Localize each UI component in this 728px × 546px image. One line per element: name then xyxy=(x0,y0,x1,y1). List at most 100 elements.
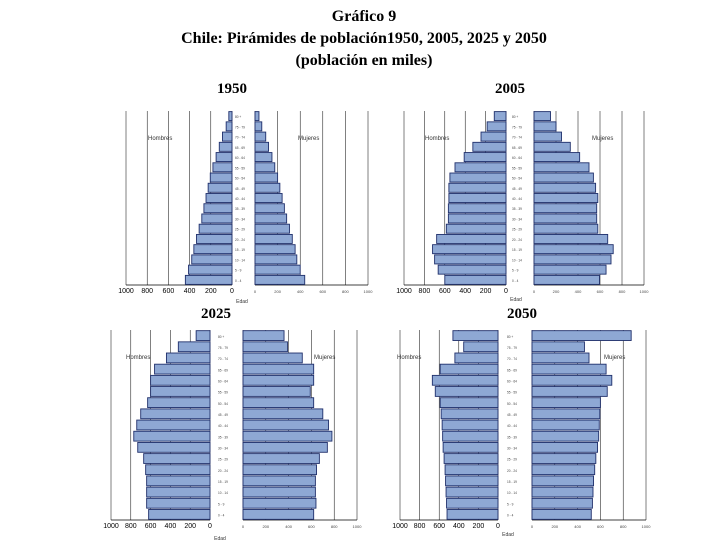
age-group-label: 30 - 34 xyxy=(218,447,228,451)
x-tick-label-left: 400 xyxy=(453,523,465,530)
bar-mujeres xyxy=(254,244,296,255)
bar-mujeres xyxy=(254,111,260,122)
bar-hombres xyxy=(148,509,211,520)
x-tick-label-left: 600 xyxy=(439,288,451,295)
hombres-label: Hombres xyxy=(397,355,421,361)
bar-mujeres xyxy=(531,352,590,364)
bar-mujeres xyxy=(531,441,599,453)
x-tick-label-right: 600 xyxy=(319,289,326,294)
age-group-label: 0 - 4 xyxy=(512,279,519,283)
bar-hombres xyxy=(439,363,499,375)
x-tick-label-left: 200 xyxy=(473,523,485,530)
age-group-label: 80 + xyxy=(512,115,518,119)
bar-mujeres xyxy=(242,352,303,364)
bar-mujeres xyxy=(242,408,324,420)
age-group-label: 55 - 59 xyxy=(235,166,245,170)
x-tick-label-right: 200 xyxy=(553,289,560,294)
bar-hombres xyxy=(184,274,233,285)
bar-mujeres xyxy=(242,441,328,453)
bar-mujeres xyxy=(533,111,551,122)
bar-hombres xyxy=(449,172,507,183)
bar-hombres xyxy=(205,193,233,203)
x-tick-label-right: 800 xyxy=(620,524,627,529)
age-group-label: 50 - 54 xyxy=(218,402,228,406)
bar-mujeres xyxy=(254,274,306,285)
bar-hombres xyxy=(209,172,233,183)
x-tick-label-right: 1000 xyxy=(642,524,652,529)
bar-hombres xyxy=(147,397,211,409)
age-group-label: 75 - 79 xyxy=(235,125,245,129)
title-line-1: Gráfico 9 xyxy=(331,8,397,25)
bar-mujeres xyxy=(242,475,316,487)
edad-axis-label: Edad xyxy=(502,532,514,538)
age-group-label: 30 - 34 xyxy=(507,447,517,451)
bar-mujeres xyxy=(533,274,600,285)
age-group-label: 25 - 29 xyxy=(235,228,245,232)
x-tick-label-left: 800 xyxy=(125,523,137,530)
bar-mujeres xyxy=(531,341,585,353)
bar-mujeres xyxy=(242,497,317,509)
bar-hombres xyxy=(212,162,233,173)
age-group-label: 80 + xyxy=(218,335,224,339)
bar-mujeres xyxy=(531,497,593,509)
bar-hombres xyxy=(228,111,233,122)
bar-mujeres xyxy=(533,131,562,142)
bar-mujeres xyxy=(531,419,600,431)
age-group-label: 15 - 19 xyxy=(218,480,228,484)
bar-hombres xyxy=(196,233,233,244)
age-group-label: 55 - 59 xyxy=(507,391,517,395)
bar-mujeres xyxy=(533,223,599,234)
x-tick-label-left: 1000 xyxy=(396,288,412,295)
age-group-label: 65 - 69 xyxy=(218,368,228,372)
bar-mujeres xyxy=(254,131,267,142)
bar-hombres xyxy=(203,203,233,214)
bar-mujeres xyxy=(254,213,288,224)
bar-hombres xyxy=(445,486,499,498)
age-group-label: 15 - 19 xyxy=(512,248,522,252)
x-tick-label-right: 400 xyxy=(285,524,292,529)
bar-mujeres xyxy=(531,453,597,464)
x-tick-label-right: 400 xyxy=(297,289,304,294)
bar-hombres xyxy=(442,441,499,453)
bar-hombres xyxy=(434,254,507,265)
bar-hombres xyxy=(441,419,499,431)
bar-hombres xyxy=(195,330,211,341)
bar-mujeres xyxy=(531,408,601,420)
age-group-label: 60 - 64 xyxy=(512,156,522,160)
age-group-label: 40 - 44 xyxy=(235,197,245,201)
x-tick-label-right: 200 xyxy=(274,289,281,294)
x-tick-label-left: 600 xyxy=(145,523,157,530)
bar-hombres xyxy=(447,213,507,224)
bar-hombres xyxy=(445,223,507,234)
age-group-label: 15 - 19 xyxy=(507,480,517,484)
bar-mujeres xyxy=(533,141,571,152)
bar-hombres xyxy=(150,374,211,386)
bar-mujeres xyxy=(533,244,614,255)
x-tick-label-right: 1000 xyxy=(640,289,650,294)
age-group-label: 70 - 74 xyxy=(218,357,228,361)
age-group-label: 50 - 54 xyxy=(235,177,245,181)
year-label: 2025 xyxy=(201,306,231,322)
age-group-label: 65 - 69 xyxy=(235,146,245,150)
x-tick-label-left: 1000 xyxy=(118,288,134,295)
age-group-label: 45 - 49 xyxy=(235,187,245,191)
age-group-label: 5 - 9 xyxy=(512,269,519,273)
bar-hombres xyxy=(443,453,499,464)
bar-hombres xyxy=(444,464,499,476)
bar-mujeres xyxy=(531,363,607,375)
bar-mujeres xyxy=(531,386,608,397)
age-group-label: 65 - 69 xyxy=(512,146,522,150)
x-tick-label-left: 800 xyxy=(414,523,426,530)
bar-mujeres xyxy=(533,172,594,183)
pyramid-1950: 0 - 4 5 - 9 10 - 14 15 - 19 20 - 24 25 - 29 30… xyxy=(118,81,373,305)
bar-mujeres xyxy=(531,430,600,442)
x-tick-label-left: 800 xyxy=(419,288,431,295)
bar-hombres xyxy=(198,223,233,234)
age-group-label: 60 - 64 xyxy=(218,379,228,383)
bar-hombres xyxy=(493,111,507,122)
bar-mujeres xyxy=(533,264,607,275)
age-group-label: 70 - 74 xyxy=(235,136,245,140)
bar-hombres xyxy=(140,408,211,420)
bar-hombres xyxy=(150,386,211,397)
age-group-label: 20 - 24 xyxy=(512,238,522,242)
